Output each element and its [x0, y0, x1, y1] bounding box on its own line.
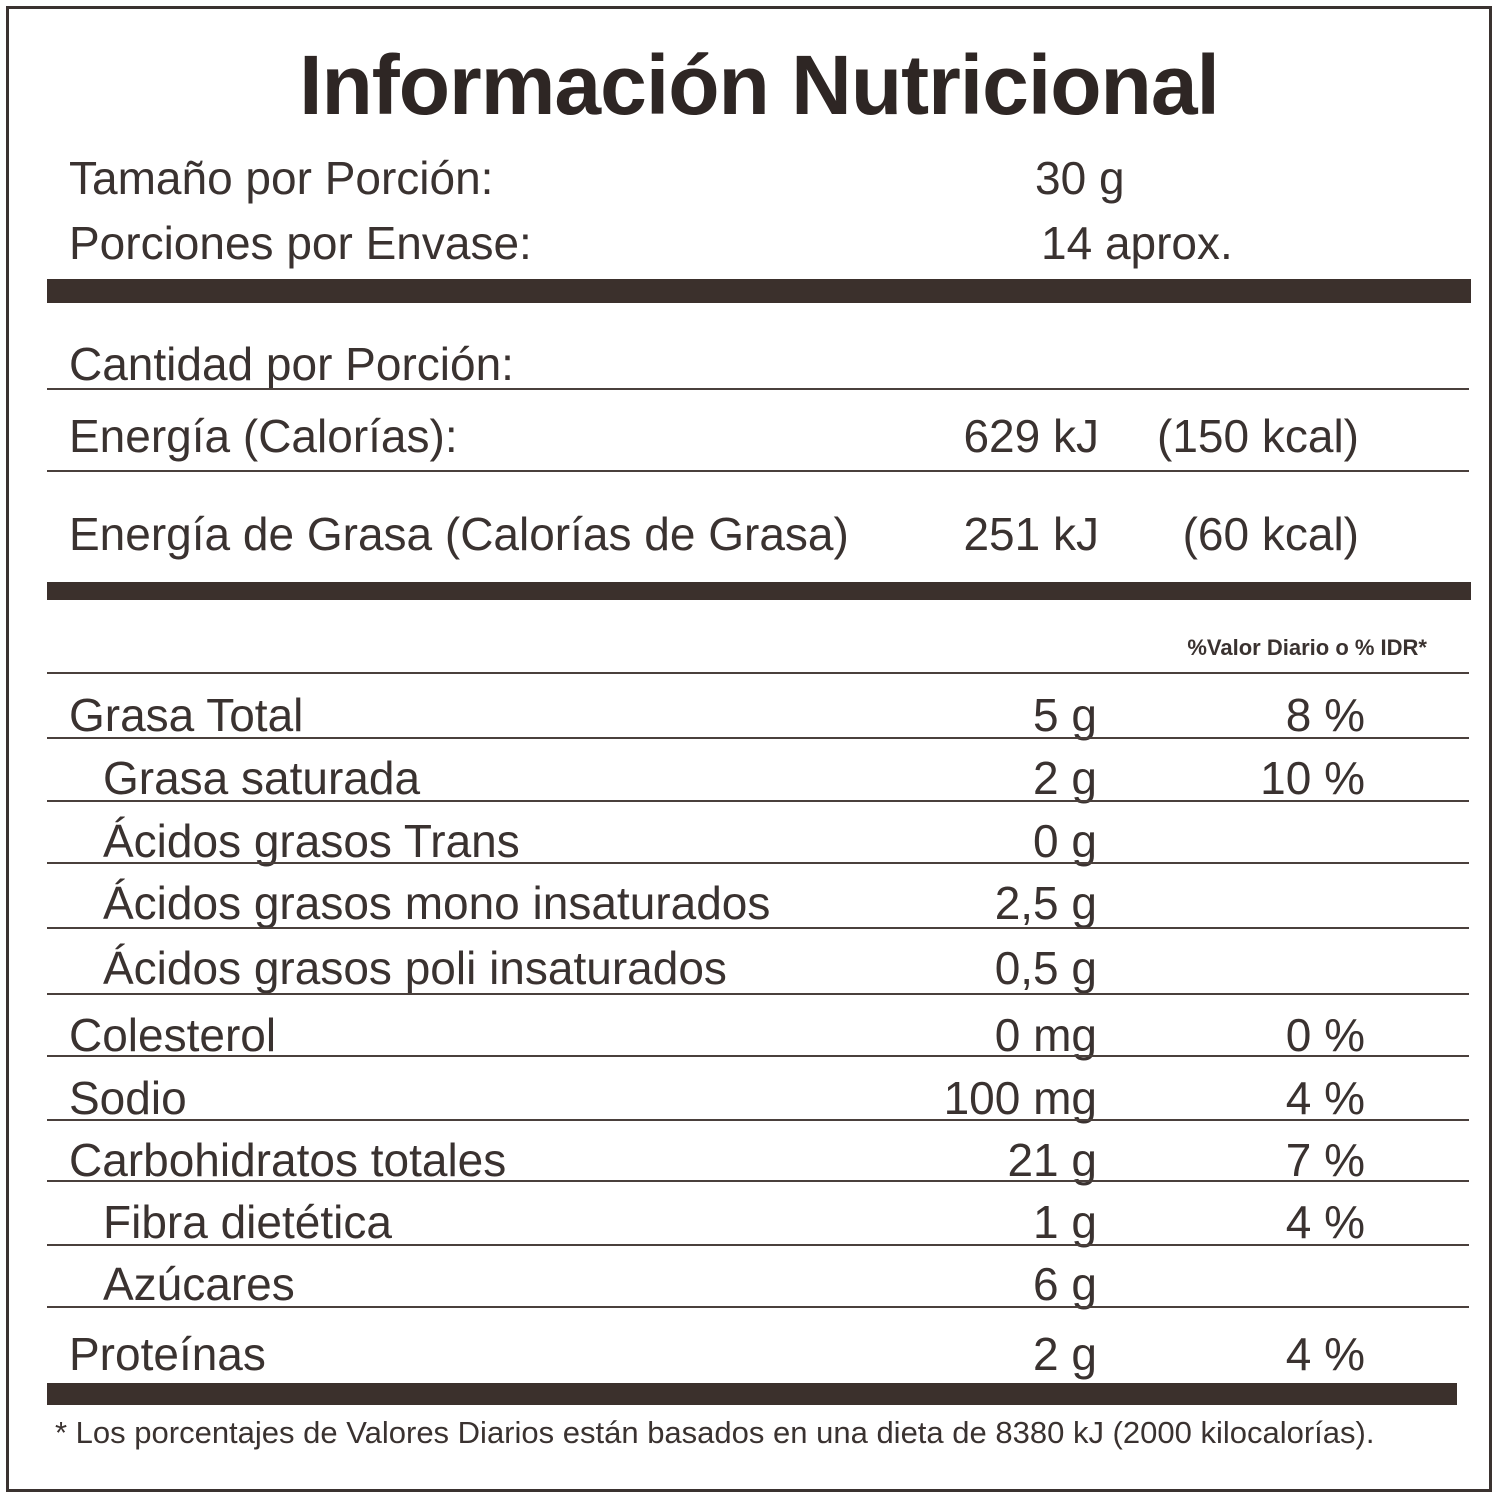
divider-line [47, 927, 1469, 929]
nutrient-name: Ácidos grasos Trans [103, 815, 520, 867]
nutrient-amount: 2 g [1033, 752, 1097, 804]
nutrient-amount: 6 g [1033, 1258, 1097, 1310]
amount-per-serving-label: Cantidad por Porción: [69, 338, 514, 390]
serving-size-label: Tamaño por Porción: [69, 152, 494, 204]
divider-line [47, 800, 1469, 802]
nutrient-daily-value: 0 % [1285, 1009, 1365, 1061]
nutrient-amount: 2 g [1033, 1328, 1097, 1380]
nutrient-amount: 21 g [1007, 1134, 1097, 1186]
divider-line [47, 470, 1469, 472]
nutrient-name: Proteínas [69, 1328, 266, 1380]
nutrient-amount: 0 g [1033, 815, 1097, 867]
nutrient-daily-value: 4 % [1285, 1072, 1365, 1124]
nutrient-name: Grasa Total [69, 689, 304, 741]
servings-per-container-value: 14 aprox. [1041, 217, 1233, 269]
nutrient-amount: 2,5 g [994, 877, 1097, 929]
divider-line [47, 1119, 1469, 1121]
nutrition-label: Información Nutricional Tamaño por Porci… [6, 6, 1492, 1492]
fat-energy-kcal: (60 kcal) [1182, 508, 1359, 560]
nutrient-name: Azúcares [103, 1258, 295, 1310]
serving-size-value: 30 g [1035, 152, 1125, 204]
nutrient-name: Grasa saturada [103, 752, 421, 804]
nutrient-name: Colesterol [69, 1009, 277, 1061]
nutrient-daily-value: 4 % [1285, 1328, 1365, 1380]
fat-energy-kj: 251 kJ [963, 508, 1099, 560]
divider-line [47, 672, 1469, 674]
nutrient-name: Fibra dietética [103, 1196, 392, 1248]
thick-divider [47, 279, 1471, 303]
divider-line [47, 1306, 1469, 1308]
nutrient-daily-value: 10 % [1260, 752, 1365, 804]
daily-value-header: %Valor Diario o % IDR* [1187, 635, 1427, 660]
nutrient-amount: 100 mg [943, 1072, 1097, 1124]
divider-line [47, 737, 1469, 739]
thick-divider [47, 1383, 1457, 1405]
nutrient-amount: 1 g [1033, 1196, 1097, 1248]
nutrient-amount: 0,5 g [994, 942, 1097, 994]
energy-kcal: (150 kcal) [1157, 410, 1359, 462]
nutrient-name: Carbohidratos totales [69, 1134, 507, 1186]
nutrient-name: Sodio [69, 1072, 187, 1124]
fat-energy-label: Energía de Grasa (Calorías de Grasa) [69, 508, 849, 560]
servings-per-container-label: Porciones por Envase: [69, 217, 532, 269]
divider-line [47, 993, 1469, 995]
divider-line [47, 1244, 1469, 1246]
divider-line [47, 388, 1469, 390]
nutrient-amount: 0 mg [994, 1009, 1097, 1061]
label-title: Información Nutricional [299, 38, 1220, 132]
energy-label: Energía (Calorías): [69, 410, 458, 462]
nutrient-name: Ácidos grasos poli insaturados [103, 942, 727, 994]
nutrient-daily-value: 7 % [1285, 1134, 1365, 1186]
nutrient-daily-value: 4 % [1285, 1196, 1365, 1248]
divider-line [47, 1055, 1469, 1057]
footnote: * Los porcentajes de Valores Diarios est… [55, 1415, 1375, 1450]
thick-divider [47, 582, 1471, 600]
nutrient-name: Ácidos grasos mono insaturados [103, 877, 771, 929]
nutrient-amount: 5 g [1033, 689, 1097, 741]
divider-line [47, 1180, 1469, 1182]
divider-line [47, 862, 1469, 864]
energy-kj: 629 kJ [963, 410, 1099, 462]
nutrient-daily-value: 8 % [1285, 689, 1365, 741]
